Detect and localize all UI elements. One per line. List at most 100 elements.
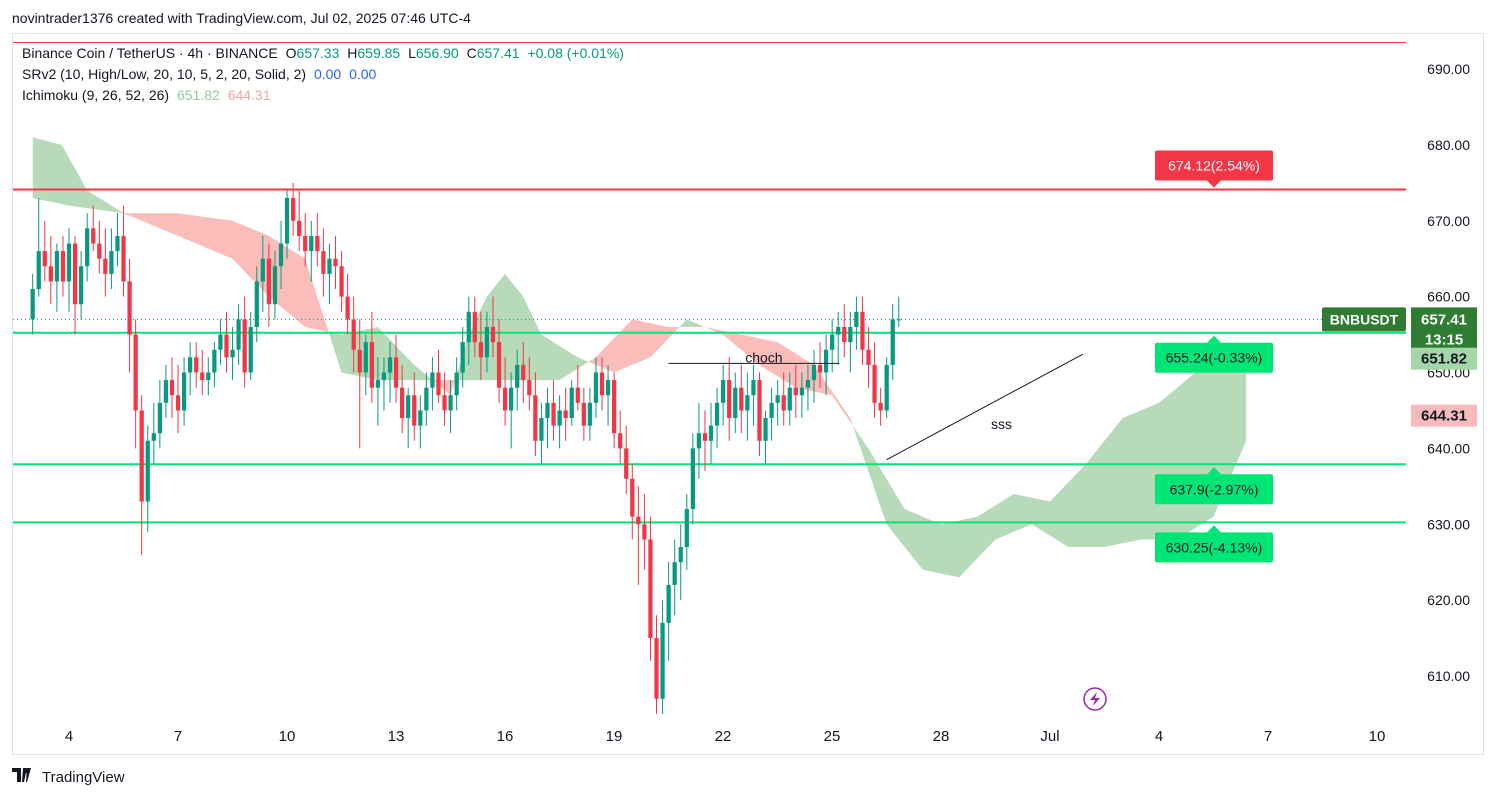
candle-body <box>224 334 229 358</box>
x-tick-label: 10 <box>279 728 296 745</box>
x-tick-label: 19 <box>606 728 623 745</box>
low-value: 656.90 <box>415 45 459 61</box>
candle-body <box>714 402 720 426</box>
candle-body <box>157 402 162 434</box>
candle-body <box>315 235 320 252</box>
low-label: L <box>408 45 416 61</box>
footer-brand[interactable]: TradingView <box>12 768 125 787</box>
candle-body <box>115 235 120 252</box>
level-labels: 674.12(2.54%) 655.24(-0.33%) 637.9(-2.97%)… <box>1155 150 1477 563</box>
candle-body <box>54 251 60 282</box>
close-value: 657.41 <box>476 45 520 61</box>
candle-body <box>103 258 108 274</box>
candle-body <box>666 584 671 623</box>
candle-body <box>521 364 526 381</box>
candle-body <box>91 228 96 244</box>
level-label-box <box>1155 474 1273 505</box>
candle-body <box>805 380 811 388</box>
x-tick-label: 4 <box>65 728 73 745</box>
candle-body <box>811 364 817 381</box>
candle-body <box>611 380 617 434</box>
annotations: choch sss <box>668 349 1107 711</box>
tradingview-logo-icon <box>12 768 36 787</box>
candle-body <box>751 380 756 396</box>
candle-body <box>121 235 126 282</box>
candle-body <box>230 349 235 358</box>
candle-body <box>248 326 253 373</box>
x-tick-label: 16 <box>497 728 514 745</box>
candle-body <box>133 334 138 411</box>
candle-body <box>745 395 750 411</box>
level-label-pointer <box>1207 180 1221 188</box>
candle-body <box>757 380 762 441</box>
candle-body <box>696 433 702 449</box>
level-label-text: 637.9(-2.97%) <box>1170 481 1259 497</box>
y-tick-label: 670.00 <box>1427 213 1470 229</box>
candle-body <box>739 387 744 411</box>
open-value: 657.33 <box>296 45 340 61</box>
candle-body <box>236 319 241 350</box>
x-tick-label: 4 <box>1155 728 1163 745</box>
level-label-box <box>1155 342 1273 373</box>
candle-body <box>284 197 290 244</box>
close-label: C <box>466 45 477 61</box>
candle-body <box>636 516 641 525</box>
candle-body <box>309 235 314 252</box>
candle-body <box>708 425 714 441</box>
price-tag-countdown: 13:15 <box>1425 331 1463 348</box>
candle-body <box>769 402 774 419</box>
candle-body <box>854 311 859 327</box>
candle-body <box>896 319 901 321</box>
candle-body <box>181 372 187 411</box>
candle-body <box>781 395 786 411</box>
candle-body <box>878 402 883 411</box>
candle-body <box>533 395 538 441</box>
candle-body <box>151 433 156 441</box>
y-tick-label: 690.00 <box>1427 61 1470 77</box>
candle-body <box>678 547 683 563</box>
candle-body <box>436 372 441 396</box>
y-tick-label: 610.00 <box>1427 668 1470 684</box>
y-tick-label: 620.00 <box>1427 592 1470 608</box>
x-tick-label: 28 <box>933 728 950 745</box>
candle-body <box>188 357 193 373</box>
time-axis: 4 7 10 13 16 19 22 25 28 Jul 4 7 10 <box>65 728 1386 745</box>
open-label: O <box>285 45 297 61</box>
candle-body <box>460 342 465 373</box>
candle-body <box>206 372 211 381</box>
candle-body <box>387 357 393 373</box>
candle-body <box>509 387 514 411</box>
candle-body <box>684 509 689 548</box>
candle-body <box>357 349 362 373</box>
candle-body <box>375 380 381 388</box>
footer-brand-label: TradingView <box>42 769 125 786</box>
candle-body <box>260 258 265 282</box>
candle-body <box>842 326 847 343</box>
symbol-tag-box <box>1322 307 1406 332</box>
cloud-bullish <box>675 319 702 331</box>
level-label-text: 674.12(2.54%) <box>1168 157 1260 173</box>
candle-body <box>563 410 568 419</box>
candle-body <box>290 197 296 221</box>
change-value: +0.08 (+0.01%) <box>527 45 624 61</box>
candle-body <box>466 311 471 343</box>
x-tick-label: 22 <box>715 728 732 745</box>
candle-body <box>581 402 586 426</box>
candle-body <box>351 319 356 350</box>
candle-body <box>721 380 726 403</box>
candle-body <box>515 364 520 388</box>
candle-body <box>490 326 496 343</box>
candle-body <box>79 266 84 305</box>
x-tick-label: Jul <box>1040 728 1059 745</box>
candle-body <box>836 326 841 335</box>
srv2-legend: SRv2 (10, High/Low, 20, 10, 5, 2, 20, So… <box>22 66 380 82</box>
price-tag-value: 657.41 <box>1421 311 1467 328</box>
candle-body <box>817 364 823 373</box>
candle-body <box>175 395 181 411</box>
candle-body <box>200 372 205 381</box>
candle-body <box>72 243 78 305</box>
candle-body <box>527 380 532 396</box>
candle-body <box>109 251 114 274</box>
level-label-box <box>1155 532 1273 563</box>
